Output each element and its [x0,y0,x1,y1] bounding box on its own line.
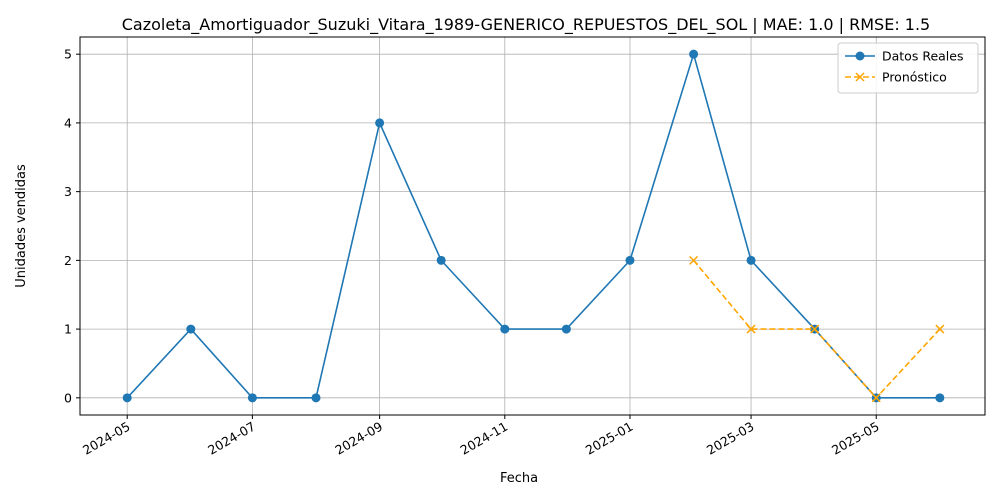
x-tick-label: 2025-03 [704,419,757,458]
x-tick-label: 2024-11 [458,419,511,458]
data-point [689,49,699,59]
x-tick-label: 2025-05 [829,419,882,458]
data-point [746,255,756,265]
plot-frame [79,36,986,416]
data-point [311,393,321,403]
forecast-point [935,324,945,334]
forecast-point [746,324,756,334]
data-point [247,393,257,403]
data-point [122,393,132,403]
data-point [561,324,571,334]
x-axis-label: Fecha [500,471,538,486]
y-tick-label: 3 [64,184,72,199]
data-point [625,255,635,265]
chart-title: Cazoleta_Amortiguador_Suzuki_Vitara_1989… [122,15,930,35]
forecast-point [810,324,820,334]
ticks: 0 1 2 3 4 5 2024-05 2024-07 2024-09 2024-11 2025-0… [64,47,882,458]
forecast-point [689,255,699,265]
x-tick-label: 2025-01 [583,419,636,458]
y-tick-label: 1 [64,322,72,337]
data-point [436,255,446,265]
x-tick-label: 2024-05 [80,419,133,458]
y-tick-label: 0 [64,390,72,405]
grid [80,37,985,415]
y-tick-label: 2 [64,253,72,268]
x-tick-label: 2024-09 [332,419,385,458]
y-tick-label: 4 [64,115,72,130]
legend: Datos Reales Pronóstico [837,42,979,94]
series-line-0 [126,51,940,399]
data-point [500,324,510,334]
data-point [375,118,385,128]
forecast-point [871,393,881,403]
legend-label-0: Datos Reales [882,49,963,64]
legend-marker [855,72,865,82]
y-axis-label: Unidades vendidas [14,164,29,288]
legend-label-1: Pronóstico [882,70,947,85]
data-point [186,324,196,334]
legend-marker [855,51,865,61]
data-point [935,393,945,403]
x-tick-label: 2024-07 [205,419,258,458]
y-tick-label: 5 [64,47,72,62]
series-layer [122,49,945,403]
